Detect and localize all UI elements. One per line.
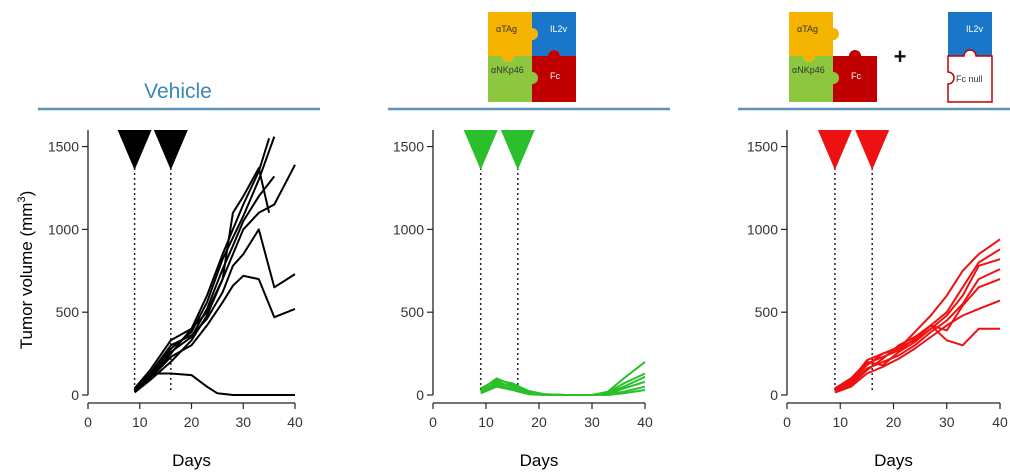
x-tick-label: 0 <box>84 414 92 430</box>
x-axis-label: Days <box>520 451 559 470</box>
puzzle-piece-fc-2 <box>833 50 877 102</box>
series-line-2 <box>834 248 1001 393</box>
series-line-5 <box>834 278 1001 391</box>
panel-vehicle-header: Vehicle <box>38 80 320 111</box>
dosing-marker <box>153 130 188 170</box>
y-tick-label: 1500 <box>393 139 424 155</box>
x-tick-label: 30 <box>584 414 600 430</box>
puzzle-piece-fcnull <box>947 49 993 103</box>
puzzle-label-il2v-2: IL2v <box>966 24 984 34</box>
puzzle-label-il2v: IL2v <box>550 24 568 34</box>
series-line-5 <box>133 167 271 394</box>
x-tick-label: 20 <box>531 414 547 430</box>
puzzle-label-anknp46: αNKp46 <box>491 65 524 75</box>
x-tick-label: 10 <box>132 414 148 430</box>
x-tick-label: 0 <box>429 414 437 430</box>
x-tick-label: 40 <box>637 414 653 430</box>
puzzle-piece-fc <box>532 50 576 102</box>
chart-panel-vehicle: 0 500 1000 1500 0 10 20 30 40 Days <box>48 130 303 470</box>
puzzle-icon-il2v-fcnull: IL2v Fc null <box>947 12 993 103</box>
series-line-6 <box>480 385 646 396</box>
dosing-marker <box>500 130 535 170</box>
x-tick-label: 10 <box>832 414 848 430</box>
y-tick-label: 500 <box>56 304 80 320</box>
puzzle-piece-atag-2 <box>789 12 839 62</box>
x-tick-label: 30 <box>235 414 251 430</box>
puzzle-label-atag: αTAg <box>496 24 517 34</box>
y-tick-label: 1500 <box>48 139 79 155</box>
series-line-8 <box>133 372 244 396</box>
series-line-1 <box>834 238 1001 391</box>
series-line-2 <box>133 136 276 391</box>
series-line-4 <box>834 268 1001 392</box>
y-tick-label: 1000 <box>747 221 778 237</box>
x-tick-label: 40 <box>992 414 1008 430</box>
puzzle-icon-full-complex: αTAg IL2v αNKp46 Fc <box>488 12 576 102</box>
panel-title-vehicle: Vehicle <box>144 80 212 103</box>
series-line-3 <box>133 175 276 392</box>
puzzle-label-fcnull: Fc null <box>956 74 983 84</box>
x-tick-label: 20 <box>184 414 200 430</box>
dosing-marker <box>463 130 498 170</box>
puzzle-label-fc-2: Fc <box>851 71 861 81</box>
x-tick-label: 20 <box>886 414 902 430</box>
puzzle-label-atag-2: αTAg <box>797 24 818 34</box>
y-tick-label: 0 <box>770 387 778 403</box>
panel-control-header: αTAg αNKp46 Fc + IL2v Fc null <box>738 12 1010 111</box>
series-line-1 <box>133 138 271 393</box>
x-axis-label: Days <box>172 451 211 470</box>
y-tick-label: 500 <box>401 304 425 320</box>
y-tick-label: 500 <box>755 304 779 320</box>
x-tick-label: 0 <box>783 414 791 430</box>
series-line-7 <box>834 324 1000 391</box>
series-line-7 <box>133 274 296 393</box>
puzzle-piece-atag <box>488 12 538 62</box>
puzzle-piece-il2v-2 <box>948 12 992 56</box>
plus-sign: + <box>894 44 907 69</box>
panel-treatment-header: αTAg IL2v αNKp46 Fc <box>388 12 670 111</box>
series-line-6 <box>133 228 296 390</box>
puzzle-icon-partial-complex: αTAg αNKp46 Fc <box>789 12 877 102</box>
series-line-6 <box>834 299 1001 394</box>
puzzle-piece-il2v <box>532 12 576 56</box>
x-tick-label: 10 <box>478 414 494 430</box>
puzzle-label-fc: Fc <box>550 71 560 81</box>
y-tick-label: 1000 <box>393 221 424 237</box>
y-tick-label: 1500 <box>747 139 778 155</box>
y-tick-label: 1000 <box>48 221 79 237</box>
chart-panel-control: 0 500 1000 1500 0 10 20 30 40 Days <box>747 130 1008 470</box>
x-axis-label: Days <box>874 451 913 470</box>
dosing-marker <box>117 130 152 170</box>
y-axis-label: Tumor volume (mm3) <box>16 191 36 350</box>
y-tick-label: 0 <box>71 387 79 403</box>
chart-panel-treatment: 0 500 1000 1500 0 10 20 30 40 Days <box>393 130 653 470</box>
x-tick-label: 30 <box>939 414 955 430</box>
x-tick-label: 40 <box>287 414 303 430</box>
puzzle-label-anknp46-2: αNKp46 <box>792 65 825 75</box>
dosing-marker <box>855 130 890 170</box>
puzzle-piece-anknp46-2 <box>789 56 839 102</box>
puzzle-piece-anknp46 <box>488 56 538 102</box>
dosing-marker <box>817 130 852 170</box>
y-tick-label: 0 <box>416 387 424 403</box>
